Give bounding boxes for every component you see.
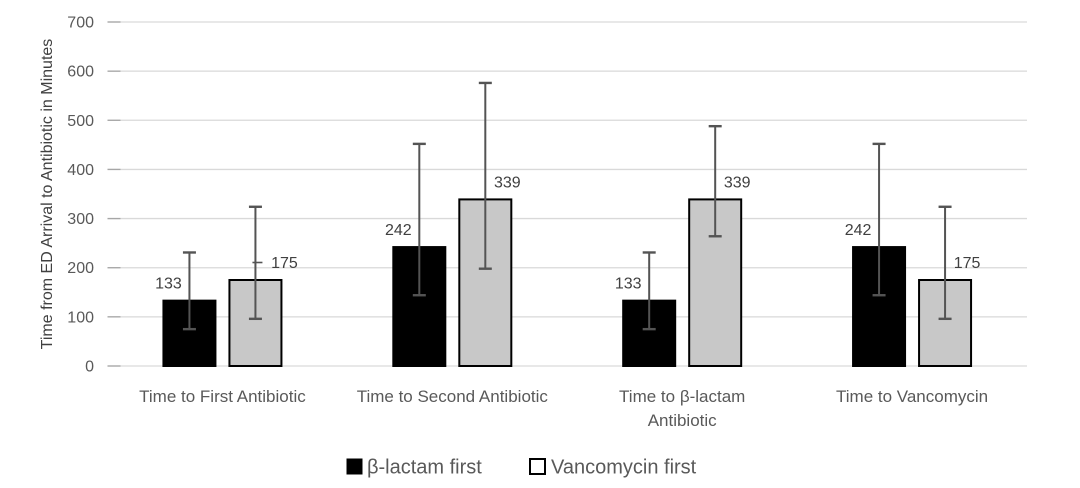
bar-value-label: 175: [271, 255, 298, 272]
y-axis-title: Time from ED Arrival to Antibiotic in Mi…: [39, 39, 56, 350]
y-tick-label: 0: [85, 359, 94, 376]
bar-value-label: 133: [155, 276, 182, 293]
y-tick-label: 300: [67, 211, 94, 228]
legend-swatch-1: [346, 458, 363, 475]
y-tick-label: 700: [67, 15, 94, 32]
legend-label-2: Vancomycin first: [551, 457, 697, 479]
bar-value-label: 339: [494, 174, 521, 191]
y-tick-label: 400: [67, 162, 94, 179]
category-label: Time to Vancomycin: [836, 387, 988, 406]
y-tick-label: 200: [67, 260, 94, 277]
legend-swatch-2: [529, 458, 546, 475]
bar-value-label: 133: [615, 276, 642, 293]
category-label: Time to β-lactam: [619, 387, 745, 406]
legend-label-1: β-lactam first: [367, 457, 482, 479]
bar-value-label: 175: [954, 255, 981, 272]
category-label: Antibiotic: [648, 411, 717, 430]
bar-series1-group1: [162, 299, 217, 368]
bar-value-label: 242: [385, 222, 412, 239]
category-label: Time to Second Antibiotic: [357, 387, 549, 406]
y-tick-label: 600: [67, 64, 94, 81]
category-label: Time to First Antibiotic: [139, 387, 306, 406]
y-tick-label: 100: [67, 309, 94, 326]
y-tick-label: 500: [67, 113, 94, 130]
bar-value-label: 339: [724, 174, 751, 191]
bar-series1-group3: [622, 299, 677, 368]
bar-value-label: 242: [845, 222, 872, 239]
